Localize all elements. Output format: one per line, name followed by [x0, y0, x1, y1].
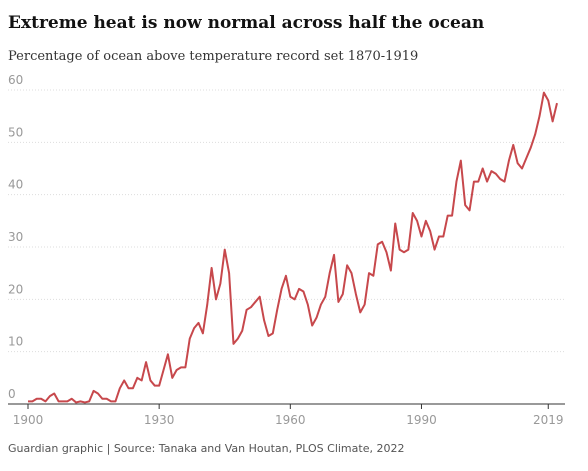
y-tick-label: 10 [8, 335, 23, 349]
chart-title: Extreme heat is now normal across half t… [8, 13, 484, 33]
y-tick-label: 60 [8, 73, 23, 87]
y-tick-label: 50 [8, 125, 23, 139]
line [28, 91, 558, 404]
x-tick-label: 1930 [144, 413, 175, 427]
y-tick-label: 30 [8, 230, 23, 244]
y-tick-label: 0 [8, 387, 16, 401]
chart-subtitle: Percentage of ocean above temperature re… [8, 49, 418, 64]
source: Guardian graphic | Source: Tanaka and Va… [8, 442, 404, 455]
y-tick-label: 40 [8, 178, 23, 192]
x-tick-label: 1990 [406, 413, 437, 427]
x-tick-label: 1900 [13, 413, 44, 427]
y-tick-label: 20 [8, 282, 23, 296]
x-tick-label: 2019 [533, 413, 564, 427]
x-tick-label: 1960 [275, 413, 306, 427]
